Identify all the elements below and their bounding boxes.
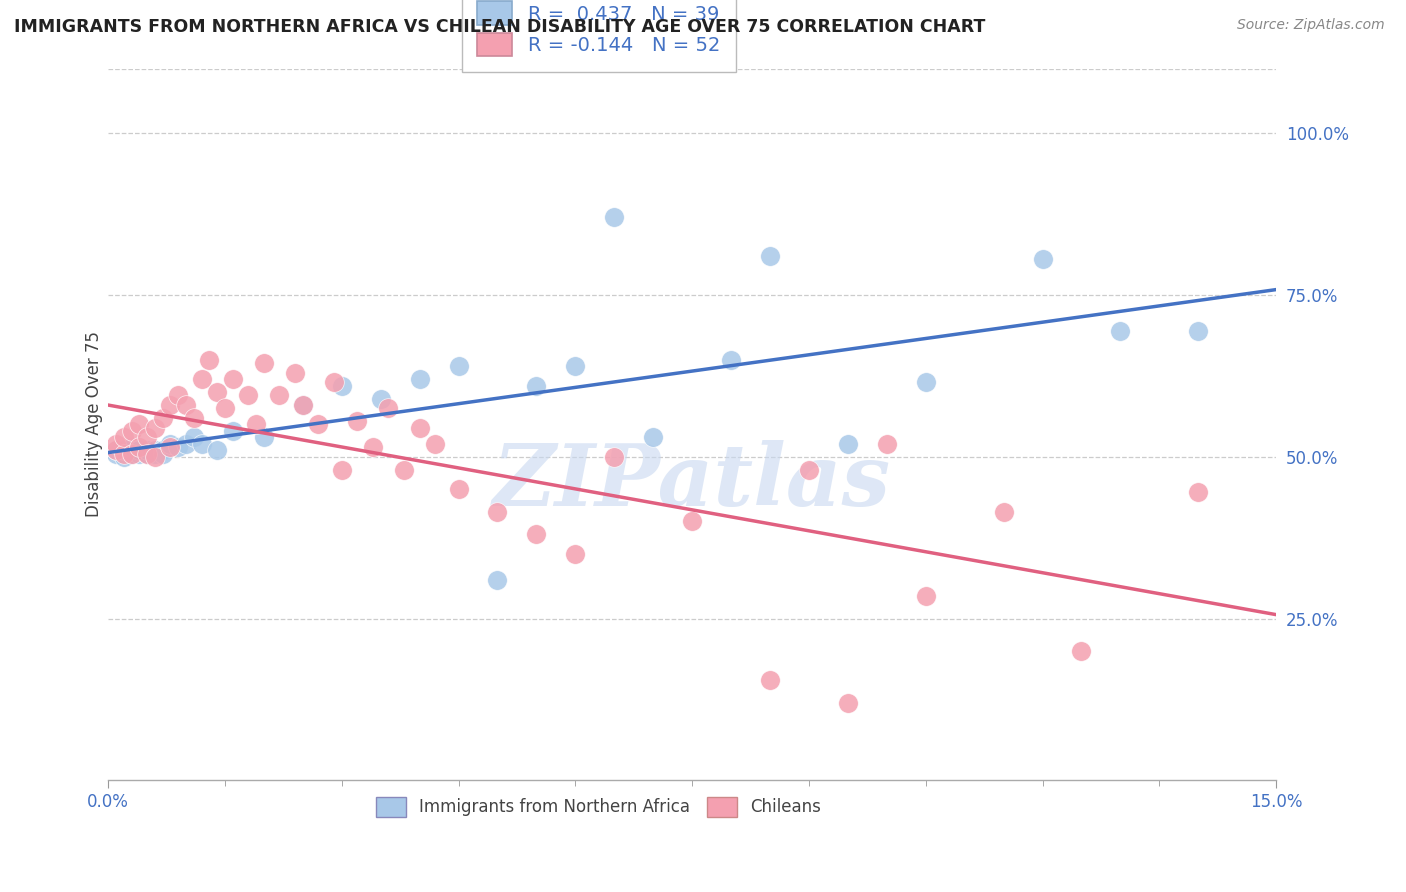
Point <box>681 515 703 529</box>
Point <box>121 440 143 454</box>
Point <box>486 505 509 519</box>
Point <box>167 388 190 402</box>
Point <box>1187 324 1209 338</box>
Point <box>174 398 197 412</box>
Point <box>128 417 150 432</box>
Point <box>408 372 430 386</box>
Point <box>564 359 586 374</box>
Point <box>603 211 626 225</box>
Point <box>190 437 212 451</box>
Point <box>526 378 548 392</box>
Point <box>447 359 470 374</box>
Point <box>136 443 159 458</box>
Point <box>837 437 859 451</box>
Text: Source: ZipAtlas.com: Source: ZipAtlas.com <box>1237 18 1385 32</box>
Point <box>1109 324 1132 338</box>
Point <box>643 430 665 444</box>
Point <box>136 446 159 460</box>
Point <box>205 443 228 458</box>
Point <box>152 446 174 460</box>
Point <box>797 463 820 477</box>
Point <box>914 589 936 603</box>
Point <box>291 398 314 412</box>
Point <box>361 440 384 454</box>
Point <box>253 356 276 370</box>
Point <box>330 463 353 477</box>
Point <box>174 437 197 451</box>
Point <box>284 366 307 380</box>
Point <box>564 547 586 561</box>
Point <box>136 446 159 460</box>
Point <box>143 420 166 434</box>
Point <box>143 443 166 458</box>
Point <box>408 420 430 434</box>
Point <box>425 437 447 451</box>
Point <box>159 437 181 451</box>
Point <box>837 696 859 710</box>
Point <box>104 443 127 458</box>
Point <box>183 411 205 425</box>
Point <box>104 443 127 458</box>
Point <box>720 352 742 367</box>
Point <box>112 446 135 460</box>
Point <box>104 446 127 460</box>
Point <box>993 505 1015 519</box>
Point <box>143 446 166 460</box>
Point <box>876 437 898 451</box>
Point <box>128 446 150 460</box>
Point <box>128 440 150 454</box>
Point <box>330 378 353 392</box>
Point <box>269 388 291 402</box>
Point <box>198 352 221 367</box>
Point <box>183 430 205 444</box>
Point <box>121 424 143 438</box>
Point <box>222 424 245 438</box>
Point <box>370 392 392 406</box>
Point <box>603 450 626 464</box>
Point <box>914 376 936 390</box>
Text: ZIPatlas: ZIPatlas <box>494 440 891 523</box>
Point <box>121 446 143 460</box>
Point <box>167 440 190 454</box>
Point <box>152 411 174 425</box>
Point <box>222 372 245 386</box>
Point <box>159 398 181 412</box>
Point <box>323 376 346 390</box>
Text: IMMIGRANTS FROM NORTHERN AFRICA VS CHILEAN DISABILITY AGE OVER 75 CORRELATION CH: IMMIGRANTS FROM NORTHERN AFRICA VS CHILE… <box>14 18 986 36</box>
Point <box>346 414 368 428</box>
Point <box>205 385 228 400</box>
Point <box>1070 644 1092 658</box>
Point <box>121 446 143 460</box>
Point <box>112 443 135 458</box>
Point <box>486 573 509 587</box>
Point <box>136 430 159 444</box>
Y-axis label: Disability Age Over 75: Disability Age Over 75 <box>86 332 103 517</box>
Point <box>253 430 276 444</box>
Point <box>392 463 415 477</box>
Point <box>526 527 548 541</box>
Point <box>190 372 212 386</box>
Point <box>447 482 470 496</box>
Point <box>128 443 150 458</box>
Point <box>1031 252 1053 267</box>
Point <box>377 401 399 416</box>
Point <box>112 430 135 444</box>
Legend: Immigrants from Northern Africa, Chileans: Immigrants from Northern Africa, Chilean… <box>368 789 830 825</box>
Point <box>759 673 782 687</box>
Point <box>143 450 166 464</box>
Point <box>159 440 181 454</box>
Point <box>152 443 174 458</box>
Point <box>307 417 329 432</box>
Point <box>112 450 135 464</box>
Point <box>291 398 314 412</box>
Point <box>245 417 267 432</box>
Point <box>104 437 127 451</box>
Point <box>759 249 782 263</box>
Point <box>1187 485 1209 500</box>
Point <box>214 401 236 416</box>
Point <box>238 388 260 402</box>
